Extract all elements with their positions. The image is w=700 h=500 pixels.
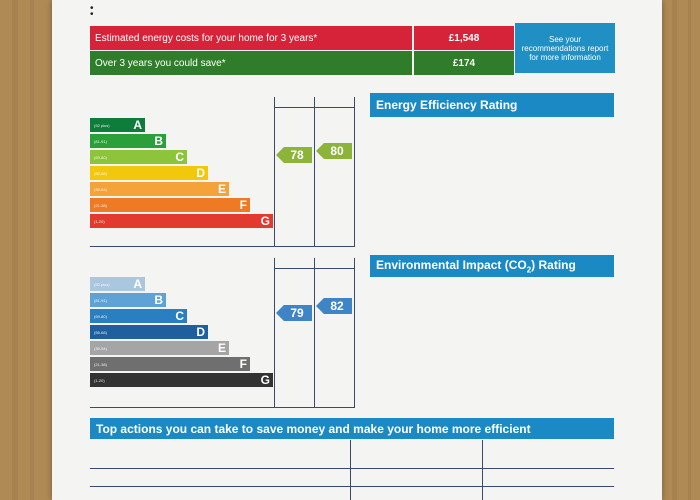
- env-left-line: [274, 258, 275, 408]
- savings-row: Over 3 years you could save* £174: [90, 51, 514, 75]
- energy-bottom-line: [90, 246, 354, 247]
- env-band-c: (69-80) C: [90, 309, 187, 323]
- energy-band-f: (21-38) F: [90, 198, 250, 212]
- env-bottom-line: [90, 407, 354, 408]
- env-band-range: (39-54): [94, 345, 107, 351]
- energy-band-b: (81-91) B: [90, 134, 166, 148]
- env-band-range: (55-68): [94, 329, 107, 335]
- estimated-cost-value: £1,548: [414, 26, 514, 50]
- energy-band-letter: B: [154, 134, 163, 148]
- energy-band-range: (69-80): [94, 154, 107, 160]
- env-band-g: (1-20) G: [90, 373, 273, 387]
- energy-band-letter: G: [260, 214, 270, 228]
- savings-value: £174: [414, 51, 514, 75]
- energy-top-line: [274, 97, 275, 247]
- actions-table-divider-1: [350, 440, 351, 500]
- see-recommendations-box: See your recommendations report for more…: [515, 23, 615, 73]
- wood-grain: [672, 0, 677, 500]
- energy-band-letter: C: [175, 150, 184, 164]
- energy-band-range: (1-20): [94, 218, 105, 224]
- env-band-range: (21-38): [94, 361, 107, 367]
- energy-band-e: (39-54) E: [90, 182, 229, 196]
- energy-band-g: (1-20) G: [90, 214, 273, 228]
- energy-band-range: (92 plus): [94, 122, 110, 128]
- energy-efficiency-title: Energy Efficiency Rating: [376, 98, 518, 112]
- top-actions-title: Top actions you can take to save money a…: [96, 421, 531, 436]
- binder-dots: • •: [90, 3, 94, 20]
- energy-col-right: [354, 97, 355, 247]
- energy-band-d: (55-68) D: [90, 166, 208, 180]
- energy-header-line: [274, 107, 354, 108]
- estimated-cost-row: Estimated energy costs for your home for…: [90, 26, 514, 50]
- env-band-letter: C: [175, 309, 184, 323]
- actions-table-line-2: [90, 486, 614, 487]
- savings-label: Over 3 years you could save*: [90, 51, 412, 75]
- env-band-letter: D: [196, 325, 205, 339]
- env-band-letter: B: [154, 293, 163, 307]
- energy-col-divider: [314, 97, 315, 247]
- env-band-letter: E: [217, 341, 226, 355]
- env-col-right: [354, 258, 355, 408]
- epc-document: • • Estimated energy costs for your home …: [52, 0, 662, 500]
- energy-band-range: (21-38): [94, 202, 107, 208]
- env-col-divider: [314, 258, 315, 408]
- energy-potential-score: 80: [316, 143, 352, 159]
- energy-band-letter: A: [133, 118, 142, 132]
- energy-current-score: 78: [276, 147, 312, 163]
- environment-title: Environmental Impact (CO2) Rating: [376, 257, 576, 275]
- env-band-f: (21-38) F: [90, 357, 250, 371]
- energy-band-range: (55-68): [94, 170, 107, 176]
- energy-band-letter: F: [239, 198, 247, 212]
- environment-heading: Environmental Impact (CO2) Rating: [370, 255, 614, 277]
- energy-band-a: (92 plus) A: [90, 118, 145, 132]
- wood-grain: [30, 0, 34, 500]
- energy-band-range: (39-54): [94, 186, 107, 192]
- env-band-range: (81-91): [94, 297, 107, 303]
- energy-band-letter: E: [217, 182, 226, 196]
- env-band-range: (1-20): [94, 377, 105, 383]
- energy-efficiency-heading: Energy Efficiency Rating: [370, 93, 614, 117]
- env-band-letter: G: [260, 373, 270, 387]
- top-actions-heading: Top actions you can take to save money a…: [90, 418, 614, 439]
- env-band-e: (39-54) E: [90, 341, 229, 355]
- env-header-line: [274, 268, 354, 269]
- actions-table-divider-2: [482, 440, 483, 500]
- wood-grain: [12, 0, 18, 500]
- energy-band-c: (69-80) C: [90, 150, 187, 164]
- env-band-letter: F: [239, 357, 247, 371]
- env-current-score: 79: [276, 305, 312, 321]
- actions-table-line-1: [90, 468, 614, 469]
- energy-band-range: (81-91): [94, 138, 107, 144]
- env-band-a: (92 plus) A: [90, 277, 145, 291]
- estimated-cost-label: Estimated energy costs for your home for…: [90, 26, 412, 50]
- env-band-range: (92 plus): [94, 281, 110, 287]
- env-band-b: (81-91) B: [90, 293, 166, 307]
- wood-grain: [688, 0, 691, 500]
- env-band-letter: A: [133, 277, 142, 291]
- energy-band-letter: D: [196, 166, 205, 180]
- env-band-range: (69-80): [94, 313, 107, 319]
- env-band-d: (55-68) D: [90, 325, 208, 339]
- env-potential-score: 82: [316, 298, 352, 314]
